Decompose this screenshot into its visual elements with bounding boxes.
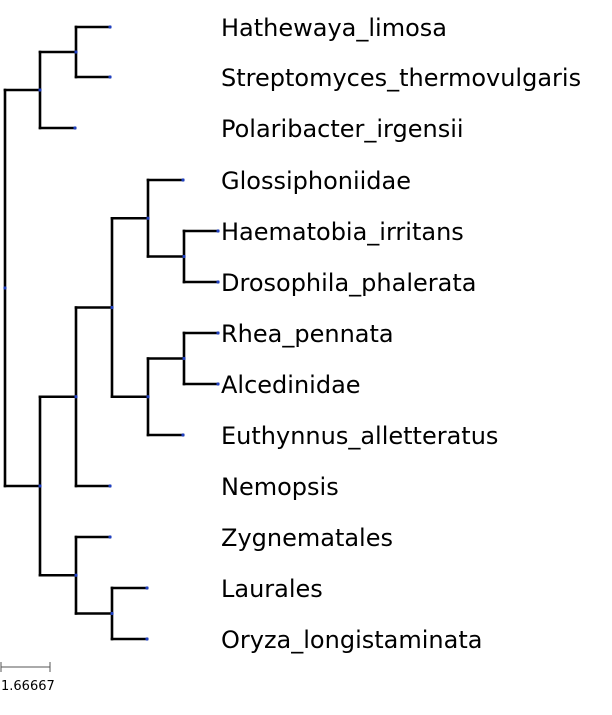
node-leaf-zygnematales	[108, 535, 112, 539]
leaf-label-oryza_longistaminata: Oryza_longistaminata	[221, 626, 482, 654]
leaf-labels: Hathewaya_limosa Streptomyces_thermovulga…	[221, 14, 581, 654]
tree-nodes	[3, 25, 220, 641]
node-leaf-alcedinidae	[216, 382, 220, 386]
leaf-label-polaribacter_irgensii: Polaribacter_irgensii	[221, 115, 464, 143]
node-leaf-streptomyces_thermovulgaris	[108, 75, 112, 79]
node-leaf-haematobia_irritans	[216, 229, 220, 233]
node-clade-b1a2a	[182, 356, 186, 361]
scale-bar-label: 1.66667	[1, 679, 55, 694]
node-leaf-polaribacter_irgensii	[73, 126, 77, 130]
leaf-label-laurales: Laurales	[221, 575, 323, 603]
node-clade-a	[38, 88, 42, 92]
leaf-label-euthynnus_alletteratus: Euthynnus_alletteratus	[221, 422, 498, 450]
leaf-label-hathewaya_limosa: Hathewaya_limosa	[221, 14, 447, 42]
leaf-label-nemopsis: Nemopsis	[221, 473, 339, 501]
node-leaf-nemopsis	[108, 484, 112, 488]
node-clade-b1	[74, 395, 78, 399]
node-leaf-laurales	[145, 586, 149, 590]
node-root	[3, 286, 7, 290]
leaf-label-alcedinidae: Alcedinidae	[221, 371, 361, 399]
leaf-label-zygnematales: Zygnematales	[221, 524, 393, 552]
leaf-label-haematobia_irritans: Haematobia_irritans	[221, 218, 464, 246]
node-clade-b1a1b	[182, 254, 186, 259]
node-clade-b2b	[110, 611, 114, 616]
leaf-label-rhea_pennata: Rhea_pennata	[221, 320, 394, 348]
scale-bar: 1.66667	[0, 662, 55, 694]
node-clade-b1a1	[146, 216, 150, 220]
leaf-label-streptomyces_thermovulgaris: Streptomyces_thermovulgaris	[221, 64, 581, 92]
node-leaf-hathewaya_limosa	[108, 25, 112, 29]
node-leaf-euthynnus_alletteratus	[181, 433, 185, 437]
node-leaf-glossiphoniidae	[181, 178, 185, 182]
node-clade-a1	[74, 50, 78, 54]
node-leaf-rhea_pennata	[216, 331, 220, 335]
node-clade-b	[38, 484, 42, 488]
leaf-label-drosophila_phalerata: Drosophila_phalerata	[221, 269, 476, 297]
tree-branches	[3, 25, 220, 641]
leaf-label-glossiphoniidae: Glossiphoniidae	[221, 167, 411, 195]
node-leaf-drosophila_phalerata	[216, 280, 220, 284]
node-clade-b1a	[110, 305, 114, 310]
node-clade-b2	[74, 573, 78, 577]
node-leaf-oryza_longistaminata	[145, 637, 149, 641]
node-clade-b1a2	[146, 395, 150, 399]
